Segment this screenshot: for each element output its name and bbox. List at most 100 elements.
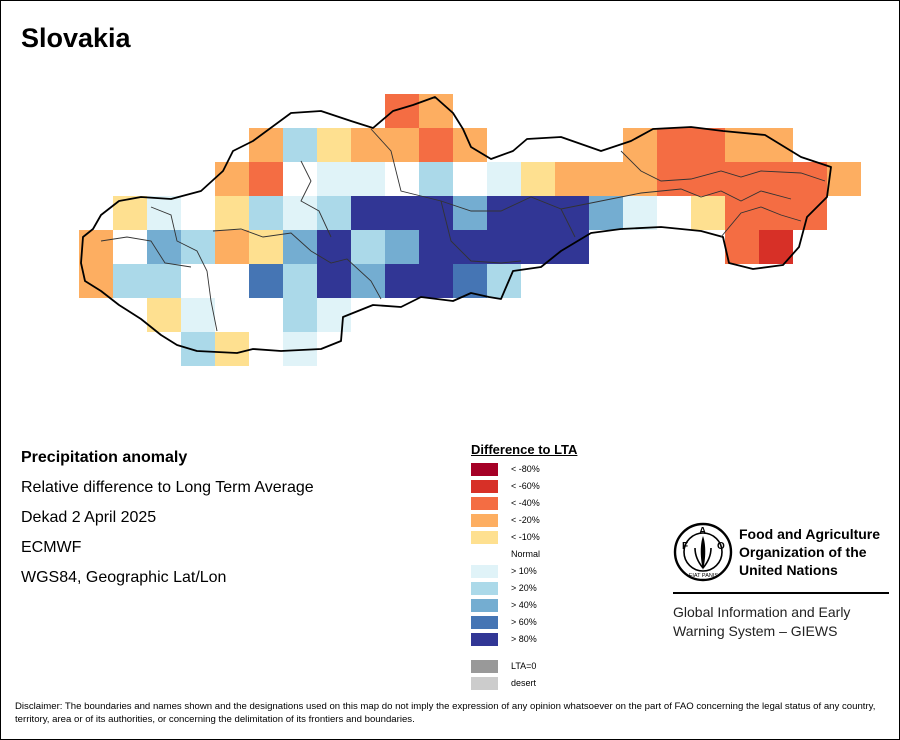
legend-item-row: < -40% [471, 495, 577, 512]
grid-cell [385, 264, 419, 298]
region-border [620, 150, 826, 182]
grid-cell [487, 230, 521, 264]
legend-item-row: > 40% [471, 597, 577, 614]
grid-cell [555, 230, 589, 264]
legend-item-swatch [471, 548, 498, 561]
grid-cell [453, 230, 487, 264]
grid-cell [181, 298, 215, 332]
legend-item-swatch [471, 531, 498, 544]
grid-cell [215, 230, 249, 264]
region-border [212, 228, 382, 300]
grid-cell [589, 162, 623, 196]
info-source: ECMWF [21, 539, 82, 556]
region-border [100, 236, 192, 268]
map-title: Slovakia [21, 23, 131, 53]
grid-cell [521, 162, 555, 196]
legend-item-label: > 10% [511, 566, 537, 576]
legend-item-label: < -80% [511, 464, 540, 474]
grid-cell [623, 196, 657, 230]
country-border [80, 96, 832, 354]
grid-cell [419, 128, 453, 162]
legend-extra-items: LTA=0 desert [471, 658, 577, 692]
grid-cell [419, 230, 453, 264]
region-border [440, 200, 522, 264]
legend-item-label: < -60% [511, 481, 540, 491]
grid-cell [555, 162, 589, 196]
grid-cell [113, 264, 147, 298]
grid-cell [283, 196, 317, 230]
grid-cell [351, 162, 385, 196]
grid-cell [419, 94, 453, 128]
legend-item-swatch [471, 565, 498, 578]
grid-cell [487, 162, 521, 196]
grid-cell [283, 264, 317, 298]
region-border [150, 206, 218, 332]
anomaly-map [79, 94, 861, 366]
grid-cell [317, 298, 351, 332]
grid-cell [419, 264, 453, 298]
legend-item-row: > 20% [471, 580, 577, 597]
grid-cell [623, 162, 657, 196]
giews-line1: Global Information and Early [673, 604, 851, 620]
grid-cell [351, 264, 385, 298]
grid-cell [283, 298, 317, 332]
giews-name: Global Information and Early Warning Sys… [673, 603, 850, 641]
grid-cell [623, 128, 657, 162]
grid-cell [657, 128, 691, 162]
grid-cell [249, 230, 283, 264]
info-product: Precipitation anomaly [21, 449, 188, 466]
legend: Difference to LTA < -80% < -60% < -40% < -2… [471, 442, 577, 692]
grid-cell [453, 264, 487, 298]
legend-extra-item-row: desert [471, 675, 577, 692]
fao-emblem-icon: F A O FIAT PANIS [673, 522, 733, 582]
legend-item-swatch [471, 599, 498, 612]
grid-cell [385, 162, 419, 196]
giews-line2: Warning System – GIEWS [673, 623, 838, 639]
grid-cell [147, 298, 181, 332]
grid-cell [759, 162, 793, 196]
grid-cell [249, 162, 283, 196]
grid-cell [181, 230, 215, 264]
grid-cell [215, 196, 249, 230]
emblem-motto: FIAT PANIS [689, 573, 718, 579]
legend-item-swatch [471, 616, 498, 629]
legend-extra-item-swatch [471, 660, 498, 673]
grid-cell [249, 196, 283, 230]
legend-item-row: Normal [471, 546, 577, 563]
grid-cell [147, 264, 181, 298]
grid-cell [351, 196, 385, 230]
legend-item-label: > 20% [511, 583, 537, 593]
grid-cell [827, 162, 861, 196]
grid-cell [521, 230, 555, 264]
info-description: Relative difference to Long Term Average [21, 479, 314, 496]
legend-item-row: > 80% [471, 631, 577, 648]
grid-cell [691, 162, 725, 196]
legend-item-row: < -60% [471, 478, 577, 495]
grid-cell [759, 230, 793, 264]
grid-cell [521, 196, 555, 230]
grid-cell [351, 128, 385, 162]
legend-item-row: < -80% [471, 461, 577, 478]
grid-cell [793, 162, 827, 196]
legend-extra-item-label: LTA=0 [511, 661, 537, 671]
anomaly-grid [79, 94, 861, 366]
grid-cell [249, 128, 283, 162]
grid-cell [283, 349, 317, 366]
grid-cell [215, 162, 249, 196]
grid-cell [759, 128, 793, 162]
fao-name-line1: Food and Agriculture [739, 526, 881, 542]
grid-cell [453, 162, 487, 196]
legend-item-swatch [471, 463, 498, 476]
grid-cell [487, 196, 521, 230]
emblem-letter-f: F [682, 541, 688, 552]
grid-cell [317, 196, 351, 230]
legend-item-label: < -10% [511, 532, 540, 542]
grid-cell [385, 128, 419, 162]
legend-item-label: > 60% [511, 617, 537, 627]
grid-cell [249, 264, 283, 298]
grid-cell [147, 196, 181, 230]
legend-item-swatch [471, 497, 498, 510]
legend-item-row: < -10% [471, 529, 577, 546]
info-period: Dekad 2 April 2025 [21, 509, 157, 526]
legend-item-swatch [471, 514, 498, 527]
